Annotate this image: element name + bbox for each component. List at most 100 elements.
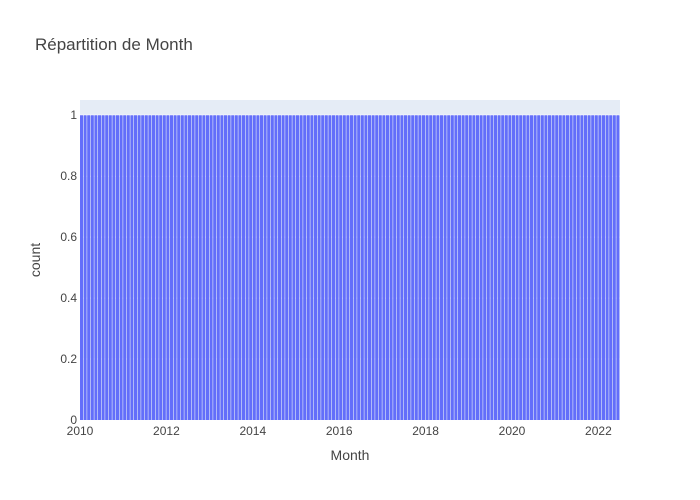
bar bbox=[548, 115, 551, 420]
bar bbox=[422, 115, 425, 420]
bar bbox=[170, 115, 173, 420]
bar bbox=[497, 115, 501, 420]
bar bbox=[220, 115, 224, 420]
bar bbox=[540, 115, 544, 420]
bar bbox=[148, 115, 152, 420]
bar bbox=[587, 115, 591, 420]
bar bbox=[605, 115, 609, 420]
bar bbox=[180, 115, 184, 420]
bar bbox=[432, 115, 436, 420]
bar bbox=[227, 115, 231, 420]
y-tick-labels: 0 0.2 0.4 0.6 0.8 1 bbox=[60, 108, 77, 427]
bar bbox=[486, 115, 490, 420]
bar bbox=[288, 115, 292, 420]
x-axis-label: Month bbox=[331, 447, 370, 463]
bar bbox=[177, 115, 181, 420]
bar bbox=[332, 115, 335, 420]
bar bbox=[490, 115, 494, 420]
bar bbox=[83, 115, 87, 420]
bar bbox=[281, 115, 285, 420]
bar bbox=[137, 115, 141, 420]
bar bbox=[555, 115, 559, 420]
bar bbox=[612, 115, 616, 420]
bar bbox=[411, 115, 415, 420]
bar bbox=[598, 115, 602, 420]
bar bbox=[522, 115, 526, 420]
bar bbox=[184, 115, 188, 420]
bar bbox=[292, 115, 296, 420]
bar bbox=[584, 115, 587, 420]
bar bbox=[350, 115, 353, 420]
bar bbox=[252, 115, 256, 420]
bar bbox=[591, 115, 595, 420]
bar bbox=[245, 115, 249, 420]
bar bbox=[386, 115, 389, 420]
bar bbox=[458, 115, 461, 420]
bar bbox=[609, 115, 613, 420]
bar bbox=[425, 115, 429, 420]
bar bbox=[213, 115, 217, 420]
bar bbox=[108, 115, 112, 420]
bar bbox=[278, 115, 281, 420]
chart-title: Répartition de Month bbox=[35, 35, 193, 54]
bar bbox=[465, 115, 469, 420]
bar bbox=[468, 115, 472, 420]
bar bbox=[526, 115, 530, 420]
bar bbox=[472, 115, 476, 420]
bar bbox=[404, 115, 407, 420]
bar bbox=[260, 115, 263, 420]
bar bbox=[436, 115, 440, 420]
bar bbox=[576, 115, 580, 420]
bar bbox=[256, 115, 260, 420]
bar bbox=[195, 115, 199, 420]
bar bbox=[101, 115, 105, 420]
bar bbox=[346, 115, 350, 420]
bar bbox=[371, 115, 375, 420]
bar bbox=[159, 115, 163, 420]
bar bbox=[393, 115, 397, 420]
bar bbox=[90, 115, 94, 420]
bar bbox=[296, 115, 299, 420]
bar bbox=[400, 115, 404, 420]
bar bbox=[224, 115, 227, 420]
bar bbox=[375, 115, 379, 420]
bar bbox=[414, 115, 418, 420]
bar bbox=[440, 115, 443, 420]
bar bbox=[270, 115, 274, 420]
x-tick-label: 2010 bbox=[67, 424, 94, 438]
bar bbox=[382, 115, 386, 420]
bar bbox=[450, 115, 454, 420]
bar bbox=[202, 115, 206, 420]
bar bbox=[105, 115, 109, 420]
bar bbox=[94, 115, 98, 420]
bars bbox=[80, 115, 620, 420]
bar bbox=[321, 115, 325, 420]
bar bbox=[530, 115, 533, 420]
y-tick-label: 1 bbox=[70, 108, 77, 122]
bar bbox=[418, 115, 422, 420]
bar bbox=[162, 115, 166, 420]
bar bbox=[573, 115, 577, 420]
bar bbox=[569, 115, 573, 420]
bar bbox=[328, 115, 332, 420]
x-tick-label: 2012 bbox=[153, 424, 180, 438]
bar bbox=[396, 115, 400, 420]
bar bbox=[206, 115, 209, 420]
bar bbox=[116, 115, 119, 420]
bar bbox=[360, 115, 364, 420]
bar bbox=[242, 115, 245, 420]
bar bbox=[98, 115, 101, 420]
bar bbox=[130, 115, 134, 420]
bar bbox=[508, 115, 512, 420]
bar bbox=[324, 115, 328, 420]
bar bbox=[429, 115, 433, 420]
bar bbox=[155, 115, 159, 420]
x-tick-label: 2018 bbox=[412, 424, 439, 438]
bar bbox=[267, 115, 271, 420]
bar bbox=[378, 115, 382, 420]
bar bbox=[515, 115, 519, 420]
y-tick-label: 0.2 bbox=[60, 352, 77, 366]
bar bbox=[407, 115, 411, 420]
bar bbox=[357, 115, 361, 420]
bar bbox=[594, 115, 598, 420]
